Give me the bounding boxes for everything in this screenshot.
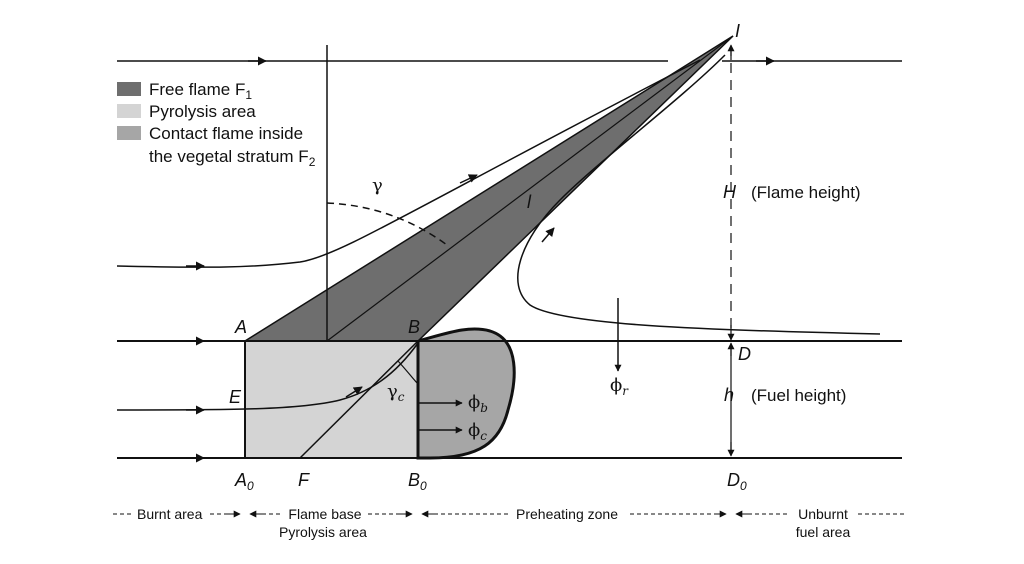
streamline-right-recirculation	[517, 54, 881, 335]
point-A0: A0	[234, 470, 254, 493]
gamma-c-label: γc	[387, 381, 405, 404]
flame-height-symbol: H	[723, 182, 737, 202]
point-B: B	[408, 317, 420, 337]
point-l: l	[527, 192, 532, 212]
zone-unburnt-label: Unburnt	[798, 506, 848, 522]
flame-axis-line	[326, 35, 734, 342]
pyrolysis-region	[244, 340, 419, 459]
point-B0: B0	[408, 470, 427, 493]
zone-pyrolysis-label: Pyrolysis area	[279, 524, 367, 540]
pyrolysis-diagonal	[299, 340, 419, 459]
fuel-height-symbol: h	[724, 385, 734, 405]
gamma-arc	[326, 202, 448, 246]
point-I: I	[735, 21, 740, 41]
zone-fuel-area-label: fuel area	[796, 524, 851, 540]
legend-swatch-free-flame	[117, 82, 141, 96]
zone-burnt-label: Burnt area	[137, 506, 203, 522]
phi-r-label: ϕr	[610, 375, 629, 398]
streamline-upper	[116, 59, 701, 268]
point-E: E	[229, 387, 242, 407]
contact-flame-region	[416, 327, 516, 460]
gamma-label: γ	[372, 175, 383, 196]
flow-arrow-recirculation	[541, 227, 555, 243]
legend-contact-line1: Contact flame inside	[149, 124, 303, 143]
point-D0: D0	[727, 470, 747, 493]
phi-c-label: ϕc	[468, 420, 487, 443]
zone-preheating-label: Preheating zone	[516, 506, 618, 522]
free-flame-region	[242, 35, 734, 342]
flame-height-label: (Flame height)	[751, 183, 861, 202]
phi-b-label: ϕb	[468, 392, 488, 415]
legend-pyrolysis: Pyrolysis area	[149, 102, 256, 121]
flow-arrow-middle-curve	[345, 386, 363, 398]
legend-swatch-contact-flame	[117, 126, 141, 140]
point-D: D	[738, 344, 751, 364]
legend-swatch-pyrolysis	[117, 104, 141, 118]
point-F: F	[298, 470, 310, 490]
zone-flame-base-label: Flame base	[288, 506, 361, 522]
point-A: A	[234, 317, 247, 337]
gamma-c-arc	[397, 360, 419, 385]
legend-free-flame: Free flame F1	[149, 80, 252, 102]
fuel-height-label: (Fuel height)	[751, 386, 846, 405]
flow-arrow-upper-mid	[459, 174, 478, 184]
legend-contact-line2: the vegetal stratum F2	[149, 147, 316, 169]
